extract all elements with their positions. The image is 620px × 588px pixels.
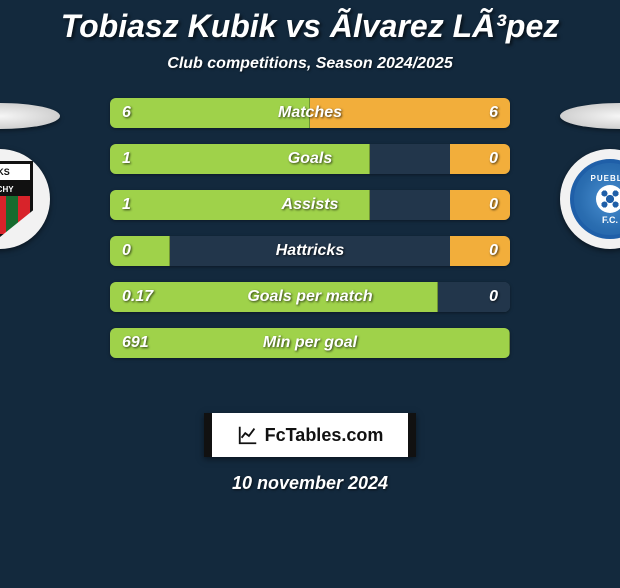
- stat-bar-left: [110, 328, 510, 358]
- date-text: 10 november 2024: [0, 473, 620, 494]
- stats-bars: Matches66Goals10Assists10Hattricks00Goal…: [110, 98, 510, 374]
- stat-row: Goals10: [110, 144, 510, 174]
- stat-row: Hattricks00: [110, 236, 510, 266]
- shield-icon: GKS TYCHY: [0, 161, 33, 237]
- stat-value-right: 0: [477, 236, 510, 266]
- right-player-column: PUEBLA F.C.: [560, 103, 620, 249]
- stat-row: Goals per match0.170: [110, 282, 510, 312]
- stat-value-left: 691: [110, 328, 161, 358]
- stat-row: Matches66: [110, 98, 510, 128]
- stat-row: Assists10: [110, 190, 510, 220]
- player-photo-placeholder-left: [0, 103, 60, 129]
- stat-value-left: 1: [110, 190, 143, 220]
- left-player-column: GKS TYCHY: [0, 103, 60, 249]
- stat-value-left: 0: [110, 236, 143, 266]
- right-club-badge: PUEBLA F.C.: [560, 149, 620, 249]
- badge-sub-text: F.C.: [602, 215, 618, 225]
- stat-value-right: 0: [477, 282, 510, 312]
- brand-attribution[interactable]: FcTables.com: [204, 413, 416, 457]
- soccer-ball-icon: [596, 185, 620, 213]
- stat-bar-left: [110, 190, 370, 220]
- page-subtitle: Club competitions, Season 2024/2025: [0, 55, 620, 73]
- club-crest-icon: PUEBLA F.C.: [570, 159, 620, 239]
- stat-value-left: 6: [110, 98, 143, 128]
- badge-text-top: GKS: [0, 164, 30, 182]
- stat-value-right: 6: [477, 98, 510, 128]
- stat-value-left: 1: [110, 144, 143, 174]
- left-club-badge: GKS TYCHY: [0, 149, 50, 249]
- stat-row: Min per goal691: [110, 328, 510, 358]
- page-title: Tobiasz Kubik vs Ãlvarez LÃ³pez: [0, 8, 620, 45]
- comparison-area: GKS TYCHY PUEBLA F.C. Matches66Goals10As…: [0, 103, 620, 403]
- badge-text-bottom: TYCHY: [0, 182, 30, 196]
- brand-text: FcTables.com: [265, 425, 384, 446]
- stat-value-right: 0: [477, 190, 510, 220]
- chart-icon: [237, 424, 259, 446]
- stat-bar-left: [110, 144, 370, 174]
- stat-value-right: 0: [477, 144, 510, 174]
- badge-arc-text: PUEBLA: [591, 174, 620, 183]
- player-photo-placeholder-right: [560, 103, 620, 129]
- stat-value-left: 0.17: [110, 282, 165, 312]
